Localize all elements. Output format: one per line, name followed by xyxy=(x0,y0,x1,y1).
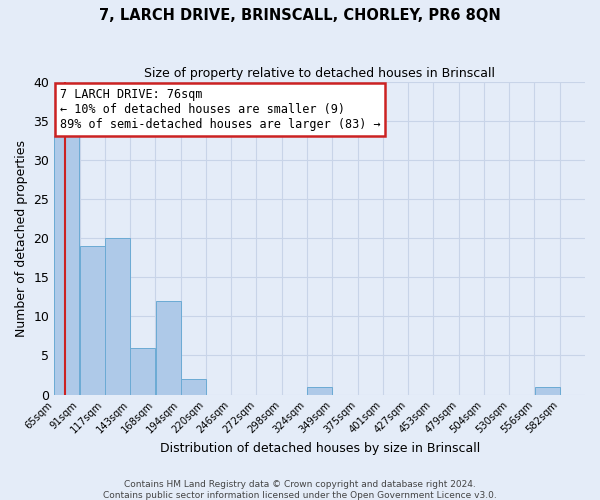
Y-axis label: Number of detached properties: Number of detached properties xyxy=(15,140,28,336)
Bar xyxy=(130,348,155,395)
Bar xyxy=(105,238,130,394)
Bar xyxy=(155,300,181,394)
Bar xyxy=(181,379,206,394)
Bar xyxy=(55,136,79,394)
Text: Contains HM Land Registry data © Crown copyright and database right 2024.
Contai: Contains HM Land Registry data © Crown c… xyxy=(103,480,497,500)
Bar xyxy=(80,246,105,394)
Text: 7, LARCH DRIVE, BRINSCALL, CHORLEY, PR6 8QN: 7, LARCH DRIVE, BRINSCALL, CHORLEY, PR6 … xyxy=(99,8,501,22)
X-axis label: Distribution of detached houses by size in Brinscall: Distribution of detached houses by size … xyxy=(160,442,480,455)
Bar xyxy=(535,387,560,394)
Text: 7 LARCH DRIVE: 76sqm
← 10% of detached houses are smaller (9)
89% of semi-detach: 7 LARCH DRIVE: 76sqm ← 10% of detached h… xyxy=(59,88,380,131)
Bar xyxy=(307,387,332,394)
Title: Size of property relative to detached houses in Brinscall: Size of property relative to detached ho… xyxy=(144,68,495,80)
